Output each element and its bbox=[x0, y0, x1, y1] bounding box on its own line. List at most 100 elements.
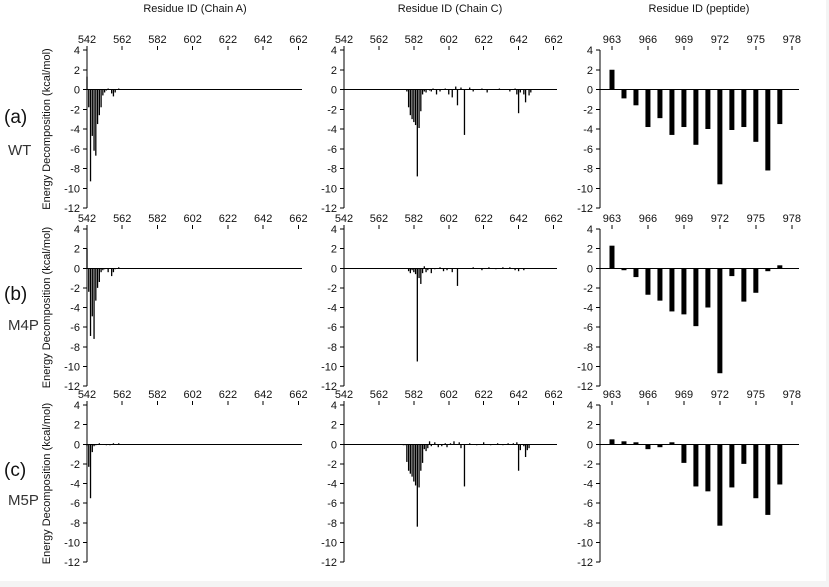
x-tick-label: 602 bbox=[440, 34, 458, 46]
x-tick-label: 602 bbox=[184, 389, 202, 401]
x-tick-label: 642 bbox=[509, 213, 527, 225]
y-tick-label: -8 bbox=[70, 164, 80, 176]
x-tick-label: 963 bbox=[603, 389, 621, 401]
y-tick-label: -6 bbox=[583, 144, 593, 156]
y-tick-label: -10 bbox=[64, 183, 80, 195]
subplot-c-chain-a: 4 2 0 -2 -4 -6 -8 -10 -12 542 562 582 602 622 642 662 bbox=[64, 389, 308, 569]
y-tick-label: -12 bbox=[64, 557, 80, 569]
bar bbox=[428, 441, 431, 445]
y-tick-label: 2 bbox=[74, 420, 80, 432]
bar bbox=[439, 267, 441, 269]
bar bbox=[729, 89, 735, 130]
subplot-c-chain-c: 4 2 0 -2 -4 -6 -8 -10 -12 542 562 582 602 622 642 662 bbox=[321, 389, 563, 569]
y-tick-label: 0 bbox=[331, 263, 337, 275]
subplot-b-chain-a: 4 2 0 -2 -4 -6 -8 -10 -12 542 562 582 602 622 642 662 bbox=[64, 213, 308, 393]
x-tick-label: 662 bbox=[544, 389, 562, 401]
bar bbox=[456, 268, 459, 286]
bar bbox=[420, 444, 422, 471]
bar bbox=[435, 89, 438, 95]
y-tick-label: 4 bbox=[74, 400, 80, 412]
bar bbox=[411, 89, 413, 120]
bar bbox=[91, 268, 93, 317]
x-tick-label: 622 bbox=[474, 34, 492, 46]
x-tick-label: 662 bbox=[289, 389, 307, 401]
x-tick-label: 642 bbox=[509, 34, 527, 46]
bar bbox=[112, 89, 115, 97]
y-tick-label: -4 bbox=[583, 479, 593, 491]
y-tick-label: -8 bbox=[327, 518, 337, 530]
bar bbox=[490, 444, 492, 446]
y-tick-label: -4 bbox=[70, 479, 80, 491]
y-tick-label: -12 bbox=[321, 557, 337, 569]
y-tick-label: 4 bbox=[74, 45, 80, 57]
y-tick-label: 0 bbox=[587, 263, 593, 275]
bar bbox=[777, 265, 783, 269]
bar bbox=[753, 268, 759, 293]
y-tick-label: -12 bbox=[321, 203, 337, 215]
bar bbox=[118, 267, 120, 269]
bar bbox=[446, 268, 448, 271]
bar bbox=[528, 89, 530, 96]
bar bbox=[111, 268, 113, 277]
x-tick-label: 542 bbox=[335, 213, 353, 225]
bar bbox=[609, 439, 615, 445]
y-tick-label: 4 bbox=[331, 45, 337, 57]
y-tick-label: -2 bbox=[70, 283, 80, 295]
x-tick-label: 602 bbox=[184, 34, 202, 46]
x-tick-label: 972 bbox=[711, 34, 729, 46]
y-tick-label: -6 bbox=[327, 498, 337, 510]
bar bbox=[609, 69, 615, 90]
x-tick-label: 582 bbox=[148, 213, 166, 225]
bar bbox=[448, 89, 450, 95]
y-tick-label: 0 bbox=[74, 85, 80, 97]
bar bbox=[502, 444, 504, 446]
panel-label-a: (a) bbox=[4, 107, 27, 128]
x-tick-label: 662 bbox=[289, 213, 307, 225]
x-tick-label: 975 bbox=[747, 389, 765, 401]
x-tick-label: 582 bbox=[148, 389, 166, 401]
bar bbox=[621, 89, 627, 99]
y-tick-label: -8 bbox=[327, 342, 337, 354]
y-tick-label: 0 bbox=[331, 439, 337, 451]
bar bbox=[469, 443, 471, 445]
bar bbox=[111, 89, 113, 94]
bar bbox=[765, 268, 771, 272]
x-tick-label: 542 bbox=[78, 389, 96, 401]
y-tick-label: -2 bbox=[583, 283, 593, 295]
x-tick-label: 642 bbox=[254, 213, 272, 225]
x-tick-label: 642 bbox=[254, 34, 272, 46]
bar bbox=[717, 268, 723, 374]
bar bbox=[507, 443, 509, 445]
y-tick-label: -2 bbox=[327, 283, 337, 295]
y-tick-label: 4 bbox=[587, 400, 593, 412]
y-tick-label: -12 bbox=[577, 381, 593, 393]
x-tick-label: 622 bbox=[219, 213, 237, 225]
x-tick-label: 542 bbox=[78, 213, 96, 225]
bar bbox=[524, 444, 527, 458]
bar bbox=[449, 443, 452, 445]
y-tick-label: -10 bbox=[64, 537, 80, 549]
subplot-a-chain-c: 4 2 0 -2 -4 -6 -8 -10 -12 542 562 582 602 622 642 662 bbox=[321, 34, 563, 215]
x-tick-label: 542 bbox=[335, 389, 353, 401]
x-tick-label: 642 bbox=[254, 389, 272, 401]
x-tick-label: 662 bbox=[289, 34, 307, 46]
panel-variant-m4p: M4P bbox=[8, 317, 39, 334]
bar bbox=[414, 89, 417, 126]
y-tick-label: 4 bbox=[331, 400, 337, 412]
bar bbox=[705, 268, 711, 308]
y-tick-label: -2 bbox=[583, 104, 593, 116]
bar bbox=[669, 89, 675, 135]
bar bbox=[446, 444, 448, 448]
x-tick-label: 972 bbox=[711, 213, 729, 225]
bar bbox=[437, 444, 439, 448]
bar bbox=[609, 245, 615, 269]
bar bbox=[434, 268, 436, 270]
bar bbox=[114, 268, 116, 270]
bar bbox=[407, 444, 410, 471]
bar bbox=[777, 89, 783, 125]
bar bbox=[414, 444, 417, 486]
bar bbox=[95, 89, 97, 156]
bar bbox=[418, 444, 420, 488]
bar bbox=[407, 89, 410, 108]
